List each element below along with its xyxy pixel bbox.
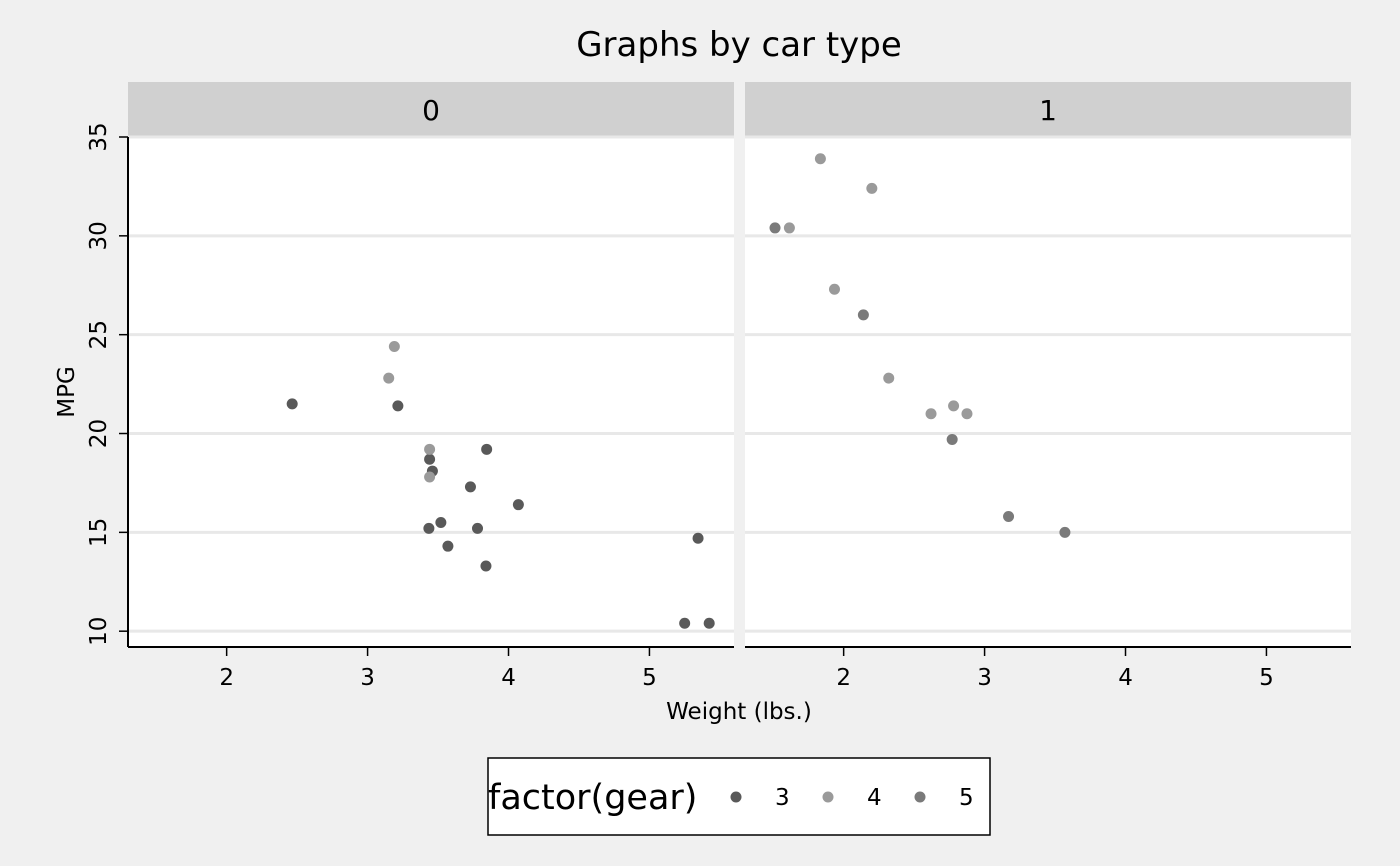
data-point	[423, 522, 435, 534]
y-tick-label: 30	[86, 221, 112, 250]
data-point	[481, 443, 493, 455]
data-point	[286, 398, 298, 410]
data-point	[814, 153, 826, 165]
data-point	[392, 400, 404, 412]
y-tick-label: 20	[86, 419, 112, 448]
data-point	[435, 516, 447, 528]
legend-label: 4	[867, 785, 882, 811]
data-point	[388, 341, 400, 353]
data-point	[961, 408, 973, 420]
data-point	[857, 309, 869, 321]
legend-title: factor(gear)	[488, 778, 697, 818]
y-axis-title: MPG	[54, 366, 80, 418]
strip-label: 0	[422, 94, 440, 127]
data-point	[472, 522, 484, 534]
data-point	[883, 372, 895, 384]
y-tick-label: 35	[86, 122, 112, 151]
data-point	[703, 617, 715, 629]
x-tick-label: 2	[836, 665, 851, 691]
y-tick-label: 25	[86, 320, 112, 349]
data-point	[424, 471, 436, 483]
data-point	[769, 222, 781, 234]
data-point	[424, 443, 436, 455]
legend-entries: 3 4 5	[730, 785, 974, 811]
x-axis-title: Weight (lbs.)	[666, 699, 812, 725]
x-tick-label: 2	[219, 665, 234, 691]
data-point	[925, 408, 937, 420]
strip-label: 1	[1039, 94, 1057, 127]
data-point	[866, 182, 878, 194]
legend: factor(gear) 3 4 5	[487, 757, 991, 836]
data-point	[679, 617, 691, 629]
x-tick-label: 5	[642, 665, 657, 691]
data-point	[512, 499, 524, 511]
x-tick-label: 4	[501, 665, 516, 691]
x-tick-label: 3	[977, 665, 992, 691]
data-point	[424, 453, 436, 465]
data-point	[828, 283, 840, 295]
legend-entry-4: 4	[822, 785, 882, 811]
data-point	[1003, 511, 1015, 523]
data-point	[946, 433, 958, 445]
panel-1: 1	[745, 82, 1351, 647]
legend-label: 5	[959, 785, 974, 811]
panel-background	[128, 137, 734, 647]
x-tick-label: 4	[1118, 665, 1133, 691]
x-tick-label: 3	[360, 665, 375, 691]
strip-background	[128, 82, 734, 137]
y-tick-label: 15	[86, 518, 112, 547]
legend-key	[914, 791, 926, 803]
data-point	[383, 372, 395, 384]
data-point	[442, 540, 454, 552]
panel-background	[745, 137, 1351, 647]
legend-key	[730, 791, 742, 803]
data-point	[948, 400, 960, 412]
data-point	[692, 532, 704, 544]
strip-background	[745, 82, 1351, 137]
data-point	[1059, 526, 1071, 538]
data-point	[783, 222, 795, 234]
panel-0: 0	[128, 82, 734, 647]
data-point	[480, 560, 492, 572]
legend-entry-3: 3	[730, 785, 790, 811]
data-point	[464, 481, 476, 493]
x-tick-label: 5	[1259, 665, 1274, 691]
axes-layer: 2 3 4 5 2 3 4 5 10 15 20 25 30 35	[86, 122, 1351, 691]
y-tick-label: 10	[86, 617, 112, 646]
legend-entry-5: 5	[914, 785, 974, 811]
legend-key	[822, 791, 834, 803]
chart-title: Graphs by car type	[576, 25, 902, 65]
legend-label: 3	[775, 785, 790, 811]
